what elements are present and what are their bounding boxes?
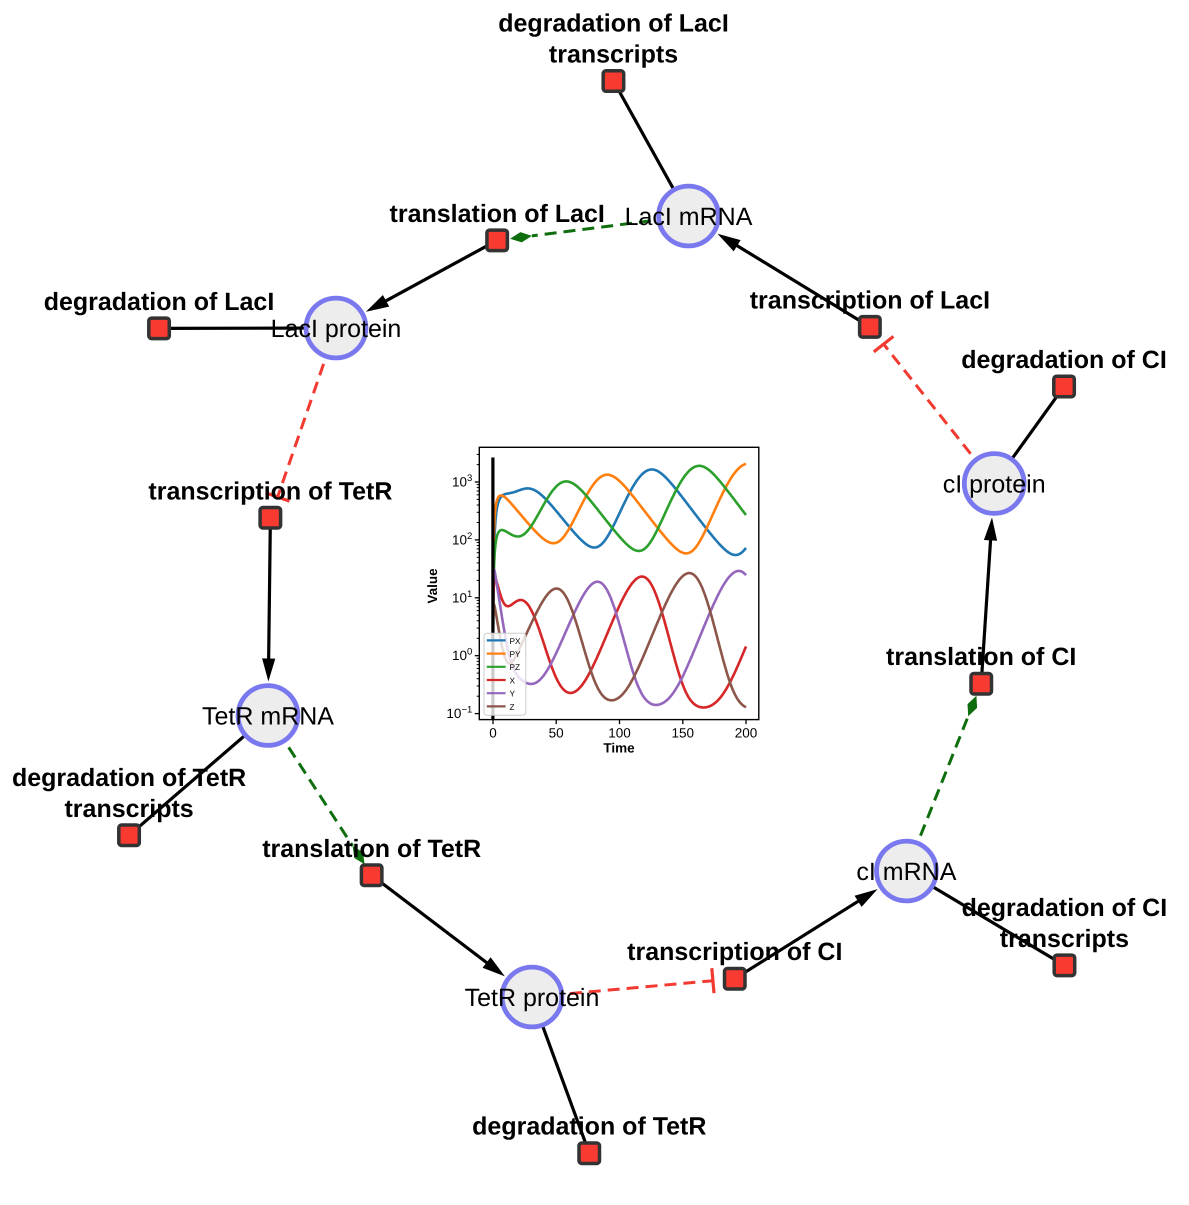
svg-text:LacI protein: LacI protein [271,315,402,343]
svg-text:degradation of TetR: degradation of TetR [472,1113,706,1141]
svg-text:Time: Time [603,741,635,756]
svg-text:transcripts: transcripts [549,41,678,69]
svg-text:50: 50 [549,726,564,741]
svg-text:cI mRNA: cI mRNA [856,858,956,886]
svg-text:transcripts: transcripts [64,795,193,823]
svg-text:100: 100 [608,726,631,741]
svg-text:200: 200 [735,726,758,741]
svg-text:degradation of CI: degradation of CI [961,346,1167,374]
svg-text:cI protein: cI protein [943,471,1046,499]
svg-text:PX: PX [510,636,522,646]
svg-text:degradation of CI: degradation of CI [962,894,1168,922]
svg-text:translation of LacI: translation of LacI [390,200,605,228]
svg-text:translation of CI: translation of CI [886,643,1076,671]
svg-text:TetR mRNA: TetR mRNA [202,703,334,731]
svg-text:0: 0 [489,726,497,741]
svg-text:Z: Z [510,702,515,712]
svg-text:PY: PY [510,649,522,659]
svg-text:X: X [510,675,516,685]
svg-text:degradation of LacI: degradation of LacI [44,288,275,316]
svg-text:Value: Value [425,568,440,604]
svg-text:PZ: PZ [510,662,521,672]
svg-text:transcription of LacI: transcription of LacI [750,286,990,314]
svg-text:transcription of TetR: transcription of TetR [148,477,392,505]
svg-text:translation of TetR: translation of TetR [262,835,481,863]
svg-text:transcription of CI: transcription of CI [627,938,842,966]
svg-text:Y: Y [510,689,516,699]
svg-text:150: 150 [672,726,695,741]
svg-text:degradation of TetR: degradation of TetR [12,764,246,792]
svg-text:degradation of LacI: degradation of LacI [498,10,729,38]
svg-text:transcripts: transcripts [1000,925,1129,953]
svg-text:LacI mRNA: LacI mRNA [625,203,753,231]
svg-text:TetR protein: TetR protein [465,984,600,1012]
